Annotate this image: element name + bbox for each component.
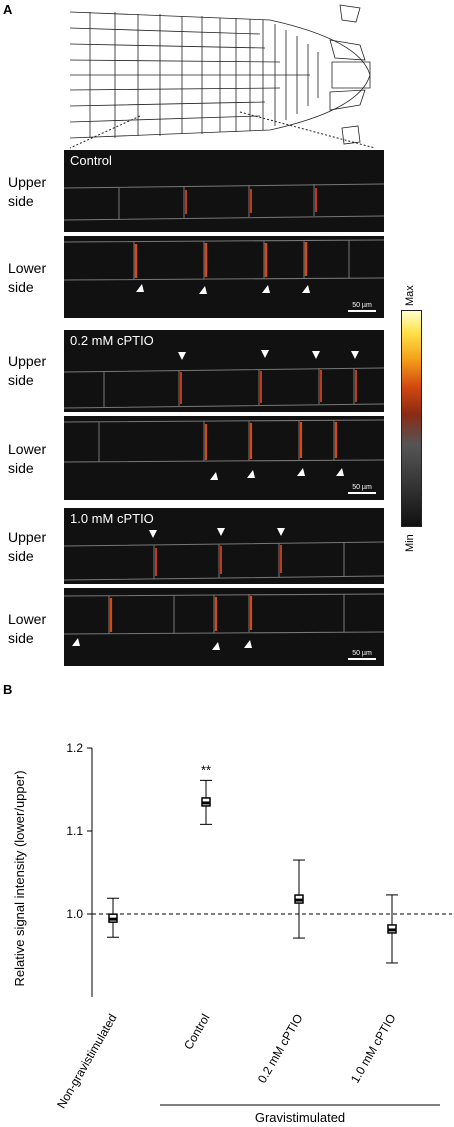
- lower-side-label: Lower side: [8, 441, 47, 476]
- micrograph-cptio02-upper: 0.2 mM cPTIO: [64, 330, 384, 412]
- colorbar-min-label: Min: [404, 534, 416, 552]
- scale-bar: 50 µm: [348, 484, 376, 494]
- condition-label-cptio10: 1.0 mM cPTIO: [70, 511, 154, 526]
- micrograph-cptio10-upper: 1.0 mM cPTIO: [64, 508, 384, 584]
- x-tick-label: 0.2 mM cPTIO: [255, 1012, 306, 1086]
- y-tick-label: 1.1: [66, 824, 83, 838]
- intensity-chart: 1.0 1.1 1.2 Relative signal intensity (lowe…: [12, 741, 452, 1125]
- x-tick-label: 1.0 mM cPTIO: [348, 1012, 399, 1086]
- scale-bar: 50 µm: [348, 302, 376, 312]
- significance-label: **: [201, 762, 211, 777]
- upper-side-label: Upper side: [8, 174, 47, 209]
- panel-b-label: B: [3, 682, 13, 697]
- intensity-colorbar: [401, 310, 422, 527]
- y-tick-label: 1.2: [66, 741, 83, 755]
- condition-label-cptio02: 0.2 mM cPTIO: [70, 333, 154, 348]
- group-label: Gravistimulated: [255, 1110, 345, 1125]
- micrograph-cptio02-lower: 50 µm: [64, 416, 384, 500]
- upper-side-label: Upper side: [8, 353, 47, 388]
- upper-side-label: Upper side: [8, 529, 47, 564]
- micrograph-control-lower: 50 µm: [64, 236, 384, 318]
- lower-side-label: Lower side: [8, 611, 47, 646]
- scale-bar: 50 µm: [348, 650, 376, 660]
- micrograph-cptio10-lower: 50 µm: [64, 588, 384, 666]
- colorbar-max-label: Max: [404, 285, 416, 306]
- y-tick-label: 1.0: [66, 907, 83, 921]
- x-tick-label: Control: [181, 1012, 212, 1053]
- micrograph-control-upper: Control: [64, 150, 384, 232]
- lower-side-label: Lower side: [8, 260, 47, 295]
- y-axis-label: Relative signal intensity (lower/upper): [12, 770, 27, 986]
- x-tick-label: Non-gravistimulated: [54, 1012, 119, 1111]
- condition-label-control: Control: [70, 153, 112, 168]
- panel-a-label: A: [3, 2, 13, 17]
- root-tip-schematic: [69, 4, 376, 149]
